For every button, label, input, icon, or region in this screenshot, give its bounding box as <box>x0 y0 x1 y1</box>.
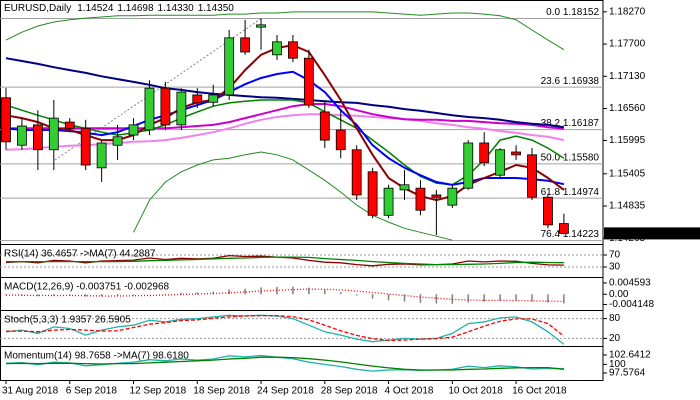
candle-body <box>543 196 553 226</box>
candle-body <box>479 142 490 164</box>
indicator-title: Stoch(5,3,3) 1.9357 26.5905 <box>4 315 131 326</box>
candle-body <box>144 87 155 131</box>
candle-body <box>32 124 43 151</box>
candle-body <box>64 121 75 129</box>
y-tick-label: 1.15995 <box>609 135 646 146</box>
plot-frame <box>0 0 604 381</box>
x-tick-label: 24 Sep 2018 <box>257 386 314 397</box>
candle-body <box>335 129 346 151</box>
y-tick-label: 97.5764 <box>609 368 646 379</box>
candle-body <box>48 117 59 151</box>
chart-header: EURUSD,Daily 1.14524 1.14698 1.14330 1.14350 <box>4 3 234 14</box>
y-tick-label: 1.17700 <box>609 39 646 50</box>
x-tick-label: 6 Sep 2018 <box>66 386 118 397</box>
moving-average <box>5 11 565 51</box>
y-tick-label: 1.15405 <box>609 168 646 179</box>
x-tick-label: 18 Sep 2018 <box>193 386 250 397</box>
candle-body <box>288 41 298 59</box>
y-tick-label: 100 <box>609 359 626 370</box>
header-value: 1.14524 <box>77 3 114 14</box>
fibo-label: 76.4 1.14223 <box>541 229 600 240</box>
candle-body <box>192 94 203 104</box>
candle-body <box>80 127 91 166</box>
header-value: 1.14350 <box>198 3 235 14</box>
moving-average <box>6 103 565 130</box>
candle-body <box>160 87 171 126</box>
indicator-title: RSI(14) 36.4657 ->MA(7) 44.2887 <box>4 249 156 260</box>
fibo-label: 38.2 1.16187 <box>541 118 600 129</box>
indicator-title: Momentum(14) 98.7658 ->MA(7) 98.6180 <box>4 351 189 362</box>
moving-average <box>5 57 565 129</box>
y-tick-label: 20 <box>609 333 621 344</box>
y-tick-label: 70 <box>609 250 621 261</box>
indicator-line <box>6 314 565 342</box>
fibo-label: 61.8 1.14974 <box>541 187 600 198</box>
candle-body <box>176 91 187 126</box>
indicator-line <box>5 288 564 303</box>
candle-body <box>415 187 426 211</box>
y-tick-label: 102.6412 <box>609 350 651 361</box>
x-tick-label: 4 Oct 2018 <box>385 386 434 397</box>
candle-body <box>559 223 569 234</box>
candle-body <box>447 187 458 206</box>
header-value: 1.14330 <box>158 3 195 14</box>
y-tick-label: 1.17130 <box>609 71 646 82</box>
candle-body <box>208 94 219 103</box>
x-tick-label: 12 Sep 2018 <box>130 386 187 397</box>
candle-body <box>272 41 282 56</box>
indicator-line <box>5 356 564 371</box>
fibo-label: 23.6 1.16938 <box>541 76 600 87</box>
candle-body <box>17 125 27 146</box>
candle-body <box>367 171 378 216</box>
last-price-box <box>604 227 700 240</box>
candle-body <box>319 111 330 141</box>
x-tick-label: 10 Oct 2018 <box>448 386 503 397</box>
y-tick-label: -0.004148 <box>609 299 654 310</box>
candle-body <box>256 24 266 28</box>
header-value: 1.14698 <box>117 3 154 14</box>
x-tick-label: 16 Oct 2018 <box>512 386 567 397</box>
candle-body <box>383 187 394 216</box>
fibo-label: 50.0 1.15580 <box>541 153 600 164</box>
candle-body <box>495 149 506 176</box>
candle-body <box>128 124 139 136</box>
moving-average <box>133 151 453 241</box>
candle-body <box>240 37 251 53</box>
candle-body <box>1 97 11 143</box>
fibo-label: 0.0 1.18152 <box>546 7 599 18</box>
candle-body <box>399 184 410 191</box>
y-tick-label: 80 <box>609 313 621 324</box>
x-tick-label: 28 Sep 2018 <box>321 386 378 397</box>
y-tick-label: 1.18270 <box>609 7 646 18</box>
y-tick-label: 1.16560 <box>609 103 646 114</box>
candle-body <box>96 142 107 169</box>
candle-body <box>511 151 521 156</box>
last-price-label: 1.14350 <box>609 228 646 239</box>
candle-body <box>431 194 442 198</box>
y-tick-label: 30 <box>609 262 621 273</box>
indicator-line <box>6 256 564 266</box>
y-tick-label: 1.14835 <box>609 201 646 212</box>
candle-body <box>527 154 537 198</box>
y-tick-label: 0.004593 <box>609 278 651 289</box>
y-tick-label: 0.00 <box>609 289 629 300</box>
candle-body <box>463 142 474 189</box>
candle-body <box>351 149 362 196</box>
indicator-title: MACD(12,26,9) -0.003751 -0.002968 <box>4 282 170 293</box>
symbol-title: EURUSD,Daily <box>4 3 71 14</box>
candle-body <box>224 37 235 96</box>
candle-body <box>112 136 123 146</box>
candle-body <box>303 57 314 106</box>
x-tick-label: 31 Aug 2018 <box>2 386 59 397</box>
